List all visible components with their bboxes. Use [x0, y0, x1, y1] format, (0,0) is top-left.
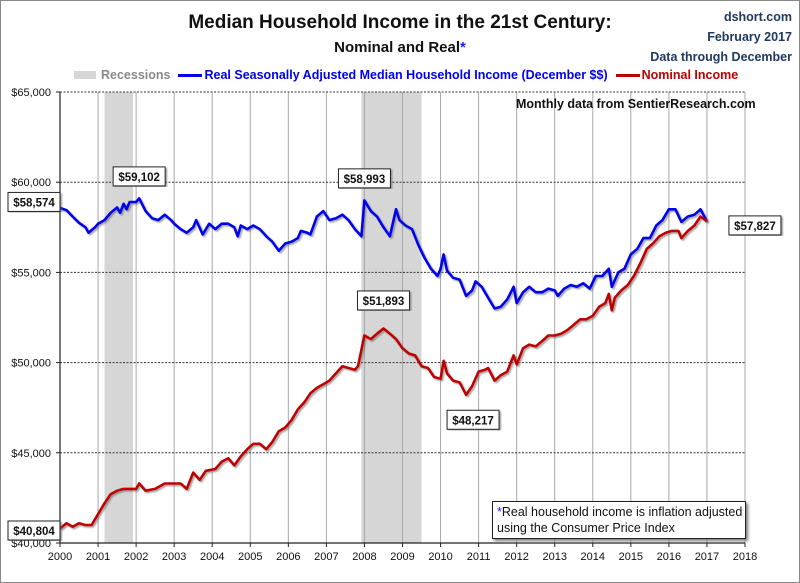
data-label-text: $58,993: [344, 174, 386, 186]
data-label: $58,574: [7, 191, 61, 212]
chart-subtitle: Nominal and Real*: [0, 39, 800, 56]
subtitle-text: Nominal and Real: [334, 39, 460, 56]
data-label-box: [446, 409, 500, 430]
chart-legend: Recessions Real Seasonally Adjusted Medi…: [74, 68, 746, 82]
x-tick-label: 2012: [504, 551, 528, 563]
footnote-box: *Real household income is inflation adju…: [492, 501, 746, 539]
footnote-text-1: Real household income is inflation adjus…: [501, 505, 743, 519]
data-label-text: $40,804: [13, 526, 55, 538]
data-label-text: $51,893: [363, 296, 405, 308]
x-tick-label: 2018: [733, 551, 757, 563]
recession-swatch: [74, 71, 96, 79]
y-tick-label: $55,000: [11, 267, 51, 279]
x-tick-label: 2005: [238, 551, 262, 563]
x-tick-label: 2003: [162, 551, 186, 563]
y-tick-label: $65,000: [11, 87, 51, 99]
data-label: $48,217: [446, 409, 500, 430]
recession-band: [104, 92, 134, 543]
recession-band: [361, 92, 422, 543]
x-tick-label: 2013: [542, 551, 566, 563]
x-tick-label: 2011: [467, 551, 491, 563]
data-label-text: $59,102: [118, 172, 160, 184]
y-tick-label: $45,000: [11, 448, 51, 460]
data-label: $40,804: [7, 520, 61, 541]
source-date: February 2017: [707, 30, 792, 44]
real-line-swatch: [178, 73, 203, 77]
x-tick-label: 2000: [48, 551, 72, 563]
source-site: dshort.com: [723, 10, 792, 24]
data-label: $51,893: [356, 290, 410, 311]
x-tick-label: 2017: [695, 551, 719, 563]
data-label-box: [7, 520, 61, 541]
x-tick-label: 2002: [124, 551, 148, 563]
data-label: $58,993: [337, 168, 391, 189]
source-block: dshort.com February 2017 Data through De…: [650, 7, 792, 67]
data-label-box: [112, 166, 166, 187]
data-label-text: $57,827: [734, 221, 776, 233]
legend-label-real: Real Seasonally Adjusted Median Househol…: [204, 68, 608, 82]
monthly-source-note: Monthly data from SentierResearch.com: [516, 97, 756, 111]
x-tick-label: 2014: [581, 551, 605, 563]
real-income-line: [59, 197, 709, 310]
subtitle-asterisk: *: [460, 39, 466, 56]
chart-title: Median Household Income in the 21st Cent…: [188, 12, 612, 33]
legend-label-nominal: Nominal Income: [641, 68, 739, 82]
legend-item-nominal: Nominal Income: [615, 68, 739, 82]
data-label: $59,102: [112, 166, 166, 187]
footnote-line-1: *Real household income is inflation adju…: [497, 504, 745, 520]
data-label-box: [356, 290, 410, 311]
footnote-text-2: using the Consumer Price Index: [497, 521, 675, 535]
footnote-asterisk: *: [497, 505, 502, 519]
y-tick-label: $60,000: [11, 177, 51, 189]
data-label-box: [7, 191, 61, 212]
x-tick-label: 2008: [352, 551, 376, 563]
data-label-box: [728, 215, 782, 236]
legend-item-recessions: Recessions: [74, 68, 170, 82]
source-note: Data through December: [650, 50, 792, 64]
x-tick-label: 2010: [428, 551, 452, 563]
x-tick-label: 2004: [200, 551, 224, 563]
y-tick-label: $40,000: [11, 538, 51, 550]
x-tick-label: 2007: [314, 551, 338, 563]
y-tick-label: $50,000: [11, 358, 51, 370]
data-label-text: $58,574: [13, 197, 55, 209]
legend-label-recessions: Recessions: [101, 68, 171, 82]
legend-item-real: Real Seasonally Adjusted Median Househol…: [178, 68, 608, 82]
x-tick-label: 2016: [657, 551, 681, 563]
x-tick-label: 2009: [390, 551, 414, 563]
data-label-box: [337, 168, 391, 189]
nominal-income-line: [59, 215, 708, 530]
data-label: $57,827: [728, 215, 782, 236]
nominal-line-swatch: [615, 73, 640, 77]
x-tick-label: 2006: [276, 551, 300, 563]
data-label-text: $48,217: [452, 415, 494, 427]
x-tick-label: 2001: [86, 551, 110, 563]
x-tick-label: 2015: [619, 551, 643, 563]
